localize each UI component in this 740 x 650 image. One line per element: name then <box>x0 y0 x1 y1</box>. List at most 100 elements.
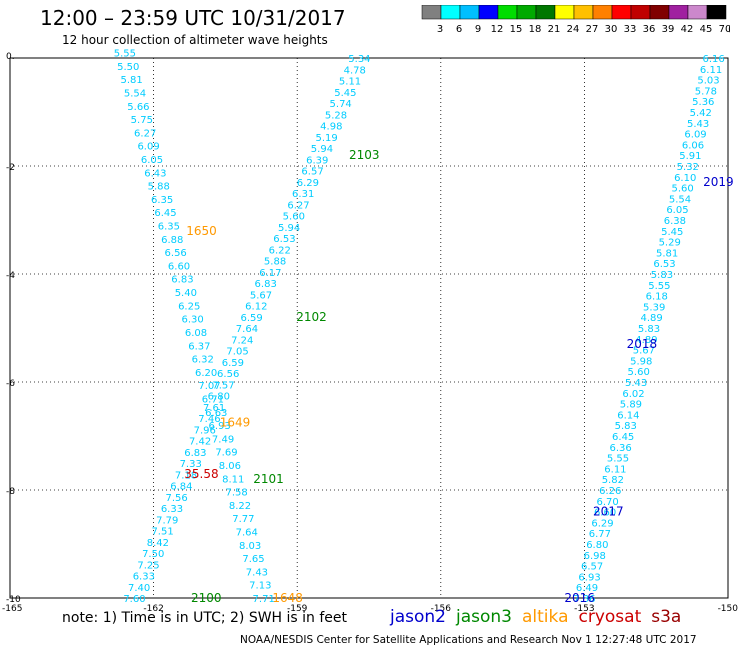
data-label: 5.03 <box>697 76 719 87</box>
data-label: 7.65 <box>242 554 264 565</box>
data-label: 6.16 <box>703 54 725 65</box>
data-label: 6.02 <box>622 389 644 400</box>
data-label: 6.05 <box>666 205 688 216</box>
data-label: 6.80 <box>208 392 230 403</box>
data-label: 6.38 <box>664 216 686 227</box>
data-label: 5.54 <box>124 89 146 100</box>
data-label: 4.98 <box>320 122 342 133</box>
legend-entry: jason2 <box>390 607 446 627</box>
data-label: 6.33 <box>133 572 155 583</box>
pass-label: 2103 <box>349 148 380 162</box>
data-label: 4.89 <box>640 313 662 324</box>
y-tick-label: -8 <box>6 487 15 497</box>
data-label: 5.83 <box>615 421 637 432</box>
data-label: 6.70 <box>597 497 619 508</box>
data-label: 6.88 <box>161 235 183 246</box>
data-label: 7.43 <box>246 567 268 578</box>
pass-label: 2016 <box>564 591 595 605</box>
colorbar-label: 21 <box>548 24 561 35</box>
pass-label: 1649 <box>220 416 251 430</box>
data-label: 6.93 <box>578 572 600 583</box>
data-label: 6.53 <box>653 259 675 270</box>
data-label: 6.53 <box>273 234 295 245</box>
data-label: 6.25 <box>178 301 200 312</box>
data-label: 6.77 <box>589 529 611 540</box>
data-label: 5.88 <box>148 182 170 193</box>
data-label: 6.39 <box>306 155 328 166</box>
data-label: 5.43 <box>687 119 709 130</box>
y-tick-label: -4 <box>6 271 15 281</box>
colorbar-label: 3 <box>437 24 443 35</box>
data-label: 7.24 <box>231 335 253 346</box>
data-label: 6.60 <box>594 508 616 519</box>
data-label: 6.83 <box>255 279 277 290</box>
data-label: 5.55 <box>607 454 629 465</box>
pass-label: 2017 <box>593 505 624 519</box>
data-label: 6.27 <box>134 128 156 139</box>
data-label: 6.57 <box>301 167 323 178</box>
colorbar-label: 18 <box>529 24 542 35</box>
legend-entry: jason3 <box>456 607 512 627</box>
data-label: 6.10 <box>674 173 696 184</box>
colorbar-label: 27 <box>586 24 599 35</box>
data-label: 7.25 <box>137 560 159 571</box>
colorbar-swatch <box>706 5 727 20</box>
data-label: 5.45 <box>334 88 356 99</box>
data-label: 5.11 <box>339 77 361 88</box>
pass-label: 1648 <box>272 591 303 605</box>
data-label: 8.42 <box>147 538 169 549</box>
data-label: 5.83 <box>638 324 660 335</box>
y-tick-label: -6 <box>6 379 15 389</box>
y-tick-label: -2 <box>6 163 15 173</box>
data-label: 7.13 <box>249 581 271 592</box>
data-label: 7.64 <box>236 324 258 335</box>
plot-frame <box>9 57 729 599</box>
data-label: 6.29 <box>297 178 319 189</box>
colorbar-label: 6 <box>456 24 462 35</box>
x-tick-label: -150 <box>718 604 739 614</box>
pass-label: 2100 <box>191 591 222 605</box>
data-label: 8.22 <box>229 501 251 512</box>
data-label: 6.45 <box>154 208 176 219</box>
data-label: 6.17 <box>259 268 281 279</box>
data-label: 6.31 <box>292 189 314 200</box>
pass-label: 2018 <box>627 337 658 351</box>
data-label: 6.30 <box>181 315 203 326</box>
data-label: 6.08 <box>185 328 207 339</box>
data-label: 5.40 <box>175 288 197 299</box>
data-label: 5.67 <box>633 346 655 357</box>
x-tick-label: -153 <box>574 604 594 614</box>
data-label: 7.79 <box>156 515 178 526</box>
colorbar-label: 15 <box>510 24 523 35</box>
colorbar-label: 70 <box>719 24 730 35</box>
legend-entry: s3a <box>651 607 682 627</box>
data-label: 6.26 <box>599 486 621 497</box>
data-label: 8.06 <box>219 461 241 472</box>
data-label: 7.46 <box>198 414 220 425</box>
footer-credit: NOAA/NESDIS Center for Satellite Applica… <box>240 634 697 646</box>
data-label: 6.83 <box>184 448 206 459</box>
data-label: 5.28 <box>325 110 347 121</box>
data-label: 5.83 <box>651 270 673 281</box>
data-label: 5.45 <box>661 227 683 238</box>
footer-note: note: 1) Time is in UTC; 2) SWH is in fe… <box>62 610 348 626</box>
data-label: 6.35 <box>158 222 180 233</box>
data-label: 6.56 <box>217 369 239 380</box>
data-label: 5.32 <box>677 162 699 173</box>
colorbar-label: 9 <box>475 24 481 35</box>
data-label: 5.66 <box>127 102 149 113</box>
data-label: 5.60 <box>671 184 693 195</box>
data-label: 6.49 <box>576 583 598 594</box>
data-label: 7.61 <box>203 403 225 414</box>
data-label: 5.19 <box>315 133 337 144</box>
data-label: 6.11 <box>604 464 626 475</box>
data-label: 4.89 <box>635 335 657 346</box>
data-label: 4.78 <box>344 65 366 76</box>
legend-entry: altika <box>522 607 569 627</box>
data-label: 7.96 <box>194 425 216 436</box>
data-label: 6.35 <box>151 195 173 206</box>
data-label: 6.32 <box>192 355 214 366</box>
data-label: 6.36 <box>609 443 631 454</box>
data-label: 7.64 <box>236 527 258 538</box>
